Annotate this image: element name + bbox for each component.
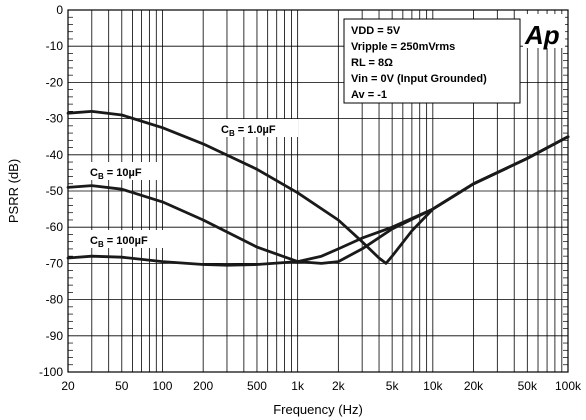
series-label-cb-100uf: CB = 100µF	[87, 230, 167, 249]
x-tick-label: 10k	[423, 379, 443, 393]
y-tick-label: -20	[46, 75, 64, 89]
x-tick-label: 100	[152, 379, 172, 393]
series-label-cb-1uf: CB = 1.0µF	[218, 119, 298, 138]
condition-vin: Vin = 0V (Input Grounded)	[351, 73, 487, 85]
series-label-cb-10uf: CB = 10µF	[87, 162, 159, 181]
x-tick-label: 20	[61, 379, 75, 393]
x-tick-label: 50k	[518, 379, 538, 393]
x-tick-label: 20k	[464, 379, 484, 393]
condition-vdd: VDD = 5V	[351, 25, 401, 37]
y-tick-label: -10	[46, 39, 64, 53]
y-tick-label: -100	[39, 365, 63, 379]
x-axis-title: Frequency (Hz)	[273, 402, 363, 417]
y-tick-label: -90	[46, 329, 64, 343]
y-axis-title: PSRR (dB)	[6, 159, 21, 223]
y-tick-label: -30	[46, 112, 64, 126]
condition-vripple: Vripple = 250mVrms	[351, 41, 455, 53]
logo-text: Ap	[524, 20, 560, 50]
y-tick-label: -60	[46, 220, 64, 234]
y-tick-label: -70	[46, 256, 64, 270]
x-tick-label: 2k	[332, 379, 346, 393]
y-tick-label: -50	[46, 184, 64, 198]
y-tick-label: -40	[46, 148, 64, 162]
x-tick-label: 50	[115, 379, 129, 393]
ap-logo: Ap	[523, 14, 565, 50]
conditions-box: VDD = 5V Vripple = 250mVrms RL = 8Ω Vin …	[344, 19, 520, 103]
x-tick-label: 1k	[291, 379, 305, 393]
y-tick-label: -80	[46, 293, 64, 307]
x-tick-label: 5k	[386, 379, 400, 393]
label-text-cb-10uf: CB = 10µF	[90, 167, 142, 181]
x-tick-label: 500	[247, 379, 267, 393]
x-tick-label: 100k	[555, 379, 582, 393]
y-tick-label: 0	[56, 3, 63, 17]
condition-av: Av = -1	[351, 89, 387, 101]
x-tick-label: 200	[193, 379, 213, 393]
condition-rl: RL = 8Ω	[351, 57, 393, 69]
